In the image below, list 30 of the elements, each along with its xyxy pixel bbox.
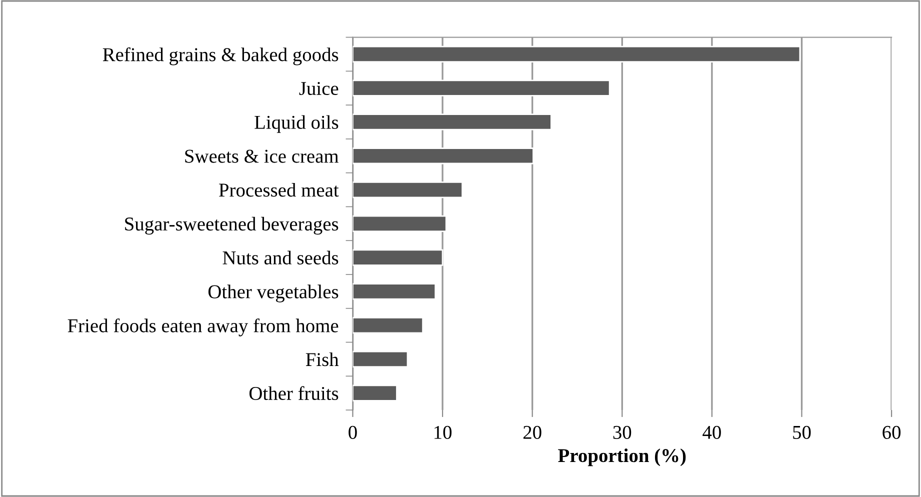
- x-tick-label: 20: [523, 426, 542, 439]
- bar: [352, 350, 408, 368]
- y-tick-label: Fried foods eaten away from home: [68, 318, 338, 336]
- bar: [352, 80, 610, 96]
- y-tick-label: Processed meat: [219, 183, 339, 197]
- y-tick-label: Nuts and seeds: [222, 250, 338, 264]
- bar: [352, 283, 436, 300]
- bar: [352, 46, 801, 63]
- y-tick-label: Refined grains & baked goods: [102, 47, 338, 66]
- y-tick-label: Liquid oils: [254, 115, 338, 133]
- x-tick-label: 60: [882, 426, 901, 439]
- bar: [352, 181, 463, 198]
- y-tick-label: Sugar-sweetened beverages: [125, 216, 338, 235]
- x-tick-label: 0: [348, 426, 357, 439]
- y-tick-label: Other vegetables: [208, 284, 338, 302]
- bar: [352, 215, 447, 232]
- x-tick-label: 30: [613, 426, 632, 439]
- y-tick-label: Other fruits: [249, 386, 338, 400]
- x-tick-label: 40: [702, 426, 721, 439]
- bar: [352, 148, 534, 164]
- y-tick-label: Juice: [299, 82, 338, 96]
- y-tick-label: Fish: [306, 352, 339, 366]
- bar: [352, 114, 552, 130]
- x-tick-label: 10: [434, 426, 452, 439]
- bar: [352, 249, 444, 266]
- x-axis-title: Proportion (%): [558, 448, 686, 466]
- y-tick-label: Sweets & ice cream: [185, 150, 339, 163]
- bar: [352, 316, 424, 334]
- bar: [352, 384, 398, 402]
- x-tick-label: 50: [793, 426, 811, 439]
